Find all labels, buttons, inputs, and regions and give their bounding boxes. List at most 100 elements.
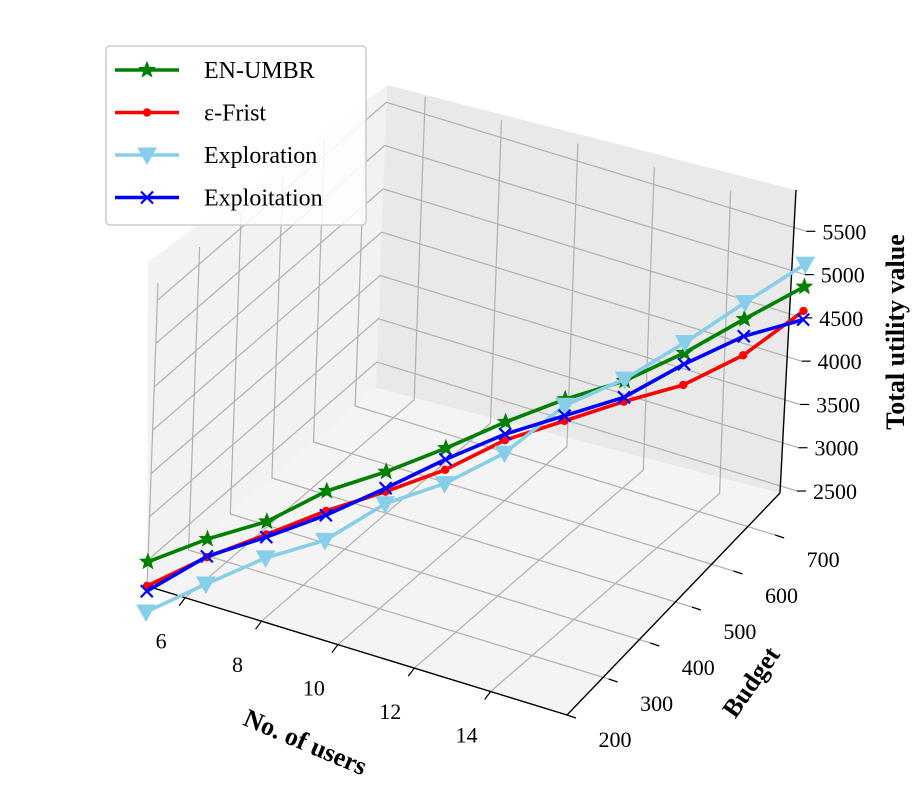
grid-x-10 (337, 143, 579, 646)
series-group (136, 256, 816, 622)
y-axis-label: Budget (716, 641, 786, 723)
data-point (138, 552, 157, 570)
data-point (735, 295, 755, 313)
data-point (675, 343, 694, 361)
y-tick-mark (566, 714, 577, 719)
data-point (796, 312, 810, 327)
grid-z-4000 (152, 231, 802, 431)
data-point (259, 530, 274, 544)
z-tick-label: 4500 (819, 306, 863, 331)
data-point (140, 584, 154, 598)
y-axis-line (566, 492, 781, 716)
x-tick-mark (331, 644, 339, 653)
grid-x-12 (413, 167, 655, 669)
data-point (315, 532, 335, 551)
x-tick-label: 10 (303, 676, 325, 701)
data-point (614, 371, 635, 390)
grid-z-3500 (150, 274, 801, 474)
y-tick-label: 400 (682, 655, 715, 680)
data-point (319, 508, 333, 523)
series-line (147, 285, 806, 564)
grid-y-500 (271, 174, 693, 608)
legend-marker (138, 60, 156, 78)
y-tick-mark (733, 570, 743, 575)
data-point (500, 435, 510, 445)
floor-pane (147, 388, 780, 715)
x-tick-label: 12 (379, 699, 401, 724)
data-point (440, 465, 450, 474)
grid-z-3000 (149, 318, 799, 518)
data-point (198, 529, 217, 547)
y-tick-mark (691, 606, 702, 611)
data-point (617, 390, 631, 405)
data-point (737, 329, 751, 344)
data-point (436, 438, 455, 456)
legend-label: ε-Frist (204, 101, 266, 127)
series-0 (138, 277, 814, 570)
z-tick-label: 5500 (822, 219, 866, 244)
data-point (257, 512, 276, 530)
x-tick-mark (178, 597, 186, 607)
legend-marker (142, 108, 152, 117)
legend: EN-UMBR ε-Frist Exploration Exploitation (105, 45, 367, 226)
data-point (498, 427, 512, 441)
legend-frame (105, 45, 367, 226)
grid-lines (146, 96, 807, 716)
legend-marker (137, 147, 157, 166)
legend-label: Exploitation (204, 186, 323, 212)
data-point (200, 549, 214, 564)
data-point (799, 306, 808, 316)
y-tick-mark (774, 534, 785, 539)
y-tick-label: 700 (807, 547, 840, 572)
grid-z-5000 (155, 144, 805, 345)
legend-entry: Exploration (115, 143, 317, 169)
grid-z-2500 (147, 361, 798, 561)
z-tick-label: 3500 (816, 392, 860, 417)
data-point (136, 604, 156, 622)
x-axis-line (146, 585, 568, 716)
y-tick-label: 200 (599, 727, 632, 752)
y-tick-mark (608, 678, 618, 683)
data-point (738, 351, 748, 360)
data-point (674, 335, 695, 353)
data-point (377, 462, 396, 480)
data-point (795, 277, 814, 295)
x-tick-label: 8 (232, 652, 243, 677)
data-point (378, 481, 393, 495)
data-point (438, 452, 453, 467)
x-tick-label: 14 (456, 723, 478, 748)
data-point (434, 476, 455, 494)
data-point (555, 397, 575, 416)
z-tick-label: 3000 (815, 436, 859, 461)
series-line (145, 317, 804, 593)
back-right-pane (376, 85, 796, 493)
z-tick-label: 5000 (821, 263, 865, 288)
grid-y-300 (187, 246, 609, 680)
data-point (195, 576, 216, 595)
data-point (677, 357, 691, 371)
legend-entry: EN-UMBR (115, 58, 315, 84)
grid-y-600 (312, 138, 734, 572)
y-tick-label: 600 (765, 583, 798, 608)
z-tick-label: 2500 (813, 479, 857, 504)
z-axis-line (779, 189, 797, 494)
x-tick-mark (407, 667, 415, 677)
data-point (496, 412, 515, 430)
grid-x-8 (261, 120, 503, 622)
data-point (735, 309, 754, 327)
z-axis-label: Total utility value (881, 234, 910, 430)
x-axis-label: No. of users (239, 703, 371, 781)
grid-x-14 (490, 190, 732, 692)
x-tick-label: 6 (156, 629, 167, 654)
legend-label: Exploration (204, 143, 317, 169)
legend-label: EN-UMBR (204, 58, 315, 84)
grid-z-5500 (157, 101, 807, 301)
series-3 (140, 312, 810, 598)
data-point (494, 445, 515, 464)
data-point (255, 550, 276, 568)
legend-marker (140, 190, 154, 205)
grid-z-4500 (153, 188, 804, 388)
y-tick-label: 300 (640, 691, 673, 716)
series-line (145, 262, 807, 614)
